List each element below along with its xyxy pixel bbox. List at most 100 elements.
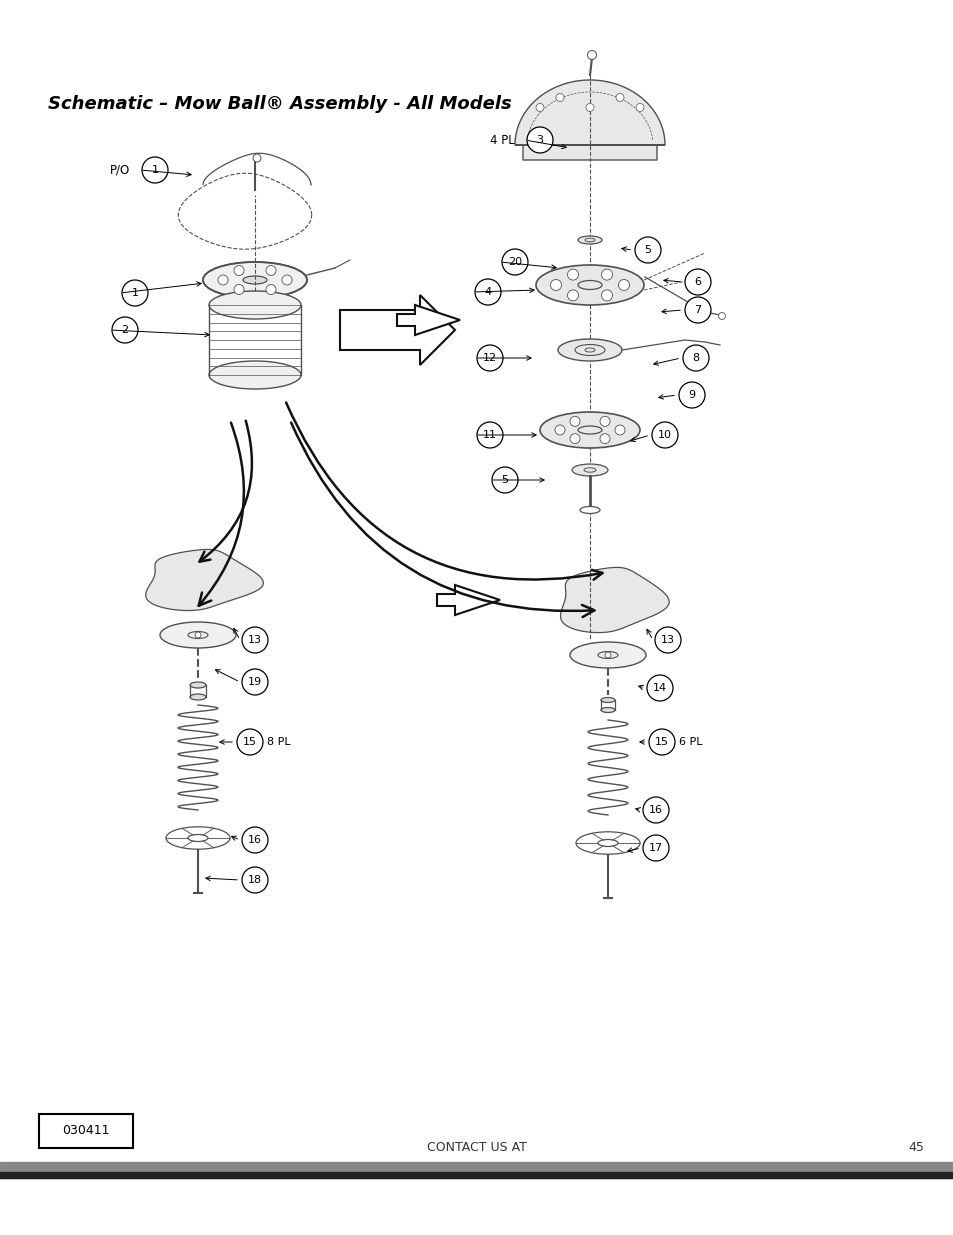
Ellipse shape [569,642,645,668]
Circle shape [646,676,672,701]
Ellipse shape [160,622,235,648]
Circle shape [587,51,596,59]
FancyArrowPatch shape [199,421,252,562]
Circle shape [112,317,138,343]
Text: 6 PL: 6 PL [679,737,701,747]
Circle shape [718,312,724,320]
Ellipse shape [600,708,615,713]
Text: P/O: P/O [110,163,131,177]
Bar [0,1162,953,1178]
Circle shape [526,127,553,153]
Text: 15: 15 [243,737,256,747]
Circle shape [601,269,612,280]
Text: 030411: 030411 [62,1125,110,1137]
Text: 15: 15 [655,737,668,747]
Ellipse shape [190,694,206,700]
Circle shape [618,279,629,290]
Text: 16: 16 [648,805,662,815]
Polygon shape [560,567,668,632]
Text: 20: 20 [507,257,521,267]
Text: 10: 10 [658,430,671,440]
Text: 19: 19 [248,677,262,687]
Circle shape [599,416,609,426]
Circle shape [615,425,624,435]
Polygon shape [146,550,263,610]
Circle shape [616,94,623,101]
Circle shape [599,433,609,443]
Circle shape [679,382,704,408]
Circle shape [476,345,502,370]
Circle shape [266,284,275,294]
Text: 2: 2 [121,325,129,335]
Circle shape [242,827,268,853]
Ellipse shape [536,266,643,305]
Circle shape [501,249,527,275]
Circle shape [492,467,517,493]
Text: 12: 12 [482,353,497,363]
Text: 1: 1 [152,165,158,175]
Circle shape [604,652,610,658]
Text: 11: 11 [482,430,497,440]
Text: 6: 6 [694,277,700,287]
Circle shape [642,797,668,823]
Circle shape [569,416,579,426]
Text: 16: 16 [248,835,262,845]
Circle shape [218,275,228,285]
Circle shape [236,729,263,755]
Text: 13: 13 [660,635,675,645]
Polygon shape [339,295,455,366]
Ellipse shape [190,682,206,688]
Circle shape [642,835,668,861]
Polygon shape [396,305,459,335]
Circle shape [684,269,710,295]
Circle shape [242,627,268,653]
Circle shape [556,94,563,101]
FancyArrowPatch shape [286,403,602,579]
Text: 3: 3 [536,135,543,144]
Ellipse shape [572,464,607,475]
Bar [0,1172,953,1178]
Circle shape [242,867,268,893]
Circle shape [555,425,564,435]
Text: 14: 14 [652,683,666,693]
Ellipse shape [558,338,621,361]
Text: Schematic – Mow Ball® Assembly - All Models: Schematic – Mow Ball® Assembly - All Mod… [48,95,511,112]
Ellipse shape [209,291,301,319]
Ellipse shape [209,361,301,389]
FancyBboxPatch shape [39,1114,132,1149]
Ellipse shape [539,412,639,448]
Circle shape [567,290,578,301]
Ellipse shape [203,262,307,298]
Circle shape [142,157,168,183]
Circle shape [585,104,594,111]
Text: 45: 45 [907,1141,923,1153]
Text: 4 PL: 4 PL [490,133,515,147]
Circle shape [242,669,268,695]
Circle shape [635,237,660,263]
Circle shape [684,296,710,324]
Text: 13: 13 [248,635,262,645]
Circle shape [636,104,643,111]
Ellipse shape [579,506,599,514]
Circle shape [233,266,244,275]
Text: 1: 1 [132,288,138,298]
Text: CONTACT US AT: CONTACT US AT [427,1141,526,1153]
Circle shape [651,422,678,448]
Ellipse shape [600,698,615,703]
Circle shape [536,104,543,111]
Circle shape [648,729,675,755]
Circle shape [233,284,244,294]
Circle shape [475,279,500,305]
Circle shape [266,266,275,275]
Circle shape [194,632,201,638]
Polygon shape [515,80,664,161]
Text: 9: 9 [688,390,695,400]
Text: 8: 8 [692,353,699,363]
Text: 8 PL: 8 PL [267,737,291,747]
Text: 4: 4 [484,287,491,296]
Circle shape [567,269,578,280]
Circle shape [550,279,561,290]
Circle shape [282,275,292,285]
Circle shape [655,627,680,653]
Ellipse shape [578,236,601,245]
